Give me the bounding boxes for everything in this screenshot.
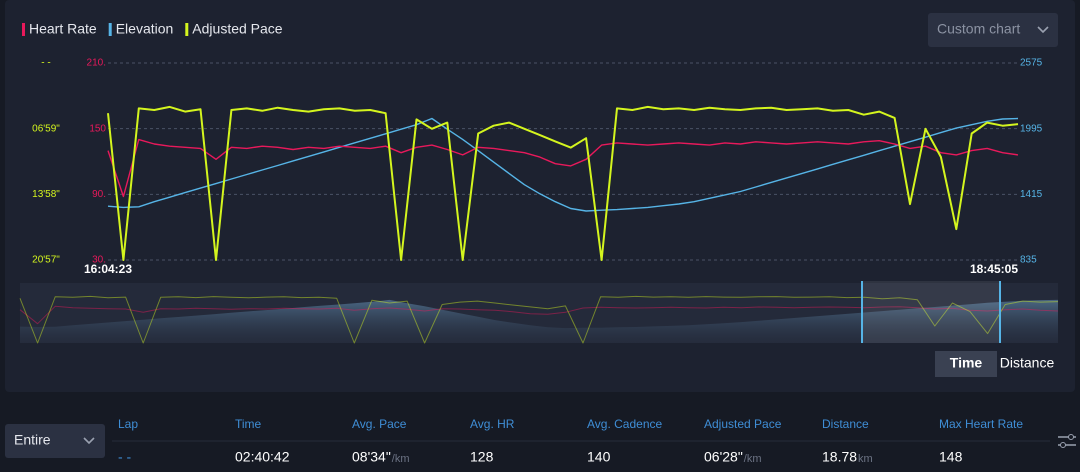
y-tick-label: 210. (87, 58, 106, 69)
toggle-label[interactable]: Time (950, 355, 983, 371)
cell-unit: /km (744, 453, 762, 465)
toggle-button[interactable] (997, 351, 1057, 377)
table-panel (0, 400, 1080, 472)
series-line (107, 117, 1019, 212)
cell-value: 08'34" (352, 449, 391, 465)
legend-label: Elevation (116, 21, 174, 37)
toggle-button[interactable] (935, 351, 997, 377)
y-tick-label: 1415 (1020, 189, 1043, 200)
chevron (1037, 26, 1049, 34)
y-tick-label: 06'59" (32, 123, 60, 134)
dropdown-label[interactable]: Custom chart (937, 21, 1020, 37)
x-tick-label: 16:04:23 (84, 262, 132, 276)
column-header: Max Heart Rate (939, 417, 1023, 431)
cell-value: 18.78 (822, 449, 857, 465)
selector-box[interactable] (5, 424, 105, 458)
x-tick-label: 18:45:05 (970, 262, 1018, 276)
overview-window (862, 281, 1000, 343)
y-tick-label: 2575 (1020, 58, 1043, 69)
cell-unit: /km (392, 453, 410, 465)
icon-knob (1068, 434, 1074, 440)
legend-label: Heart Rate (29, 21, 97, 37)
legend-swatch (22, 23, 25, 36)
column-header: Avg. HR (470, 417, 515, 431)
toggle-label[interactable]: Distance (1000, 355, 1055, 371)
custom-chart-dropdown[interactable]: Custom chart (928, 13, 1058, 47)
cell-value: 06'28" (704, 449, 743, 465)
column-header: Time (235, 417, 262, 431)
y-tick-label: 30. (92, 255, 106, 266)
y-tick-label: 13'58" (32, 189, 60, 200)
column-header: Lap (118, 417, 138, 431)
legend-swatch (108, 23, 112, 36)
cell-value: 128 (470, 449, 494, 465)
y-tick-label: 150 (89, 123, 106, 134)
icon-knob (1060, 442, 1066, 448)
y-tick-label: 20'57" (32, 255, 60, 266)
cell-value: - - (118, 449, 132, 465)
column-header: Adjusted Pace (704, 417, 782, 431)
cell-value: 140 (587, 449, 611, 465)
settings-icon[interactable] (1058, 434, 1076, 448)
chevron (83, 437, 95, 445)
cell-unit: km (858, 453, 873, 465)
dropdown-box[interactable] (928, 13, 1058, 47)
cell-value: 02:40:42 (235, 449, 290, 465)
legend-label: Adjusted Pace (192, 21, 282, 37)
column-header: Distance (822, 417, 869, 431)
selector-label[interactable]: Entire (14, 432, 51, 448)
y-tick-label: 835 (1020, 255, 1037, 266)
series-line (107, 138, 1019, 198)
column-header: Avg. Pace (352, 417, 407, 431)
legend-swatch (185, 23, 189, 36)
overview-line (19, 305, 1059, 325)
series-line (107, 105, 1019, 261)
cell-value: 148 (939, 449, 963, 465)
overview-line (19, 295, 1059, 344)
y-tick-label: 1995 (1020, 123, 1043, 134)
y-tick-label: - - (41, 58, 50, 69)
y-tick-label: 90. (92, 189, 106, 200)
column-header: Avg. Cadence (587, 417, 662, 431)
selector[interactable]: Entire (5, 424, 105, 458)
overview-area (20, 299, 1058, 343)
